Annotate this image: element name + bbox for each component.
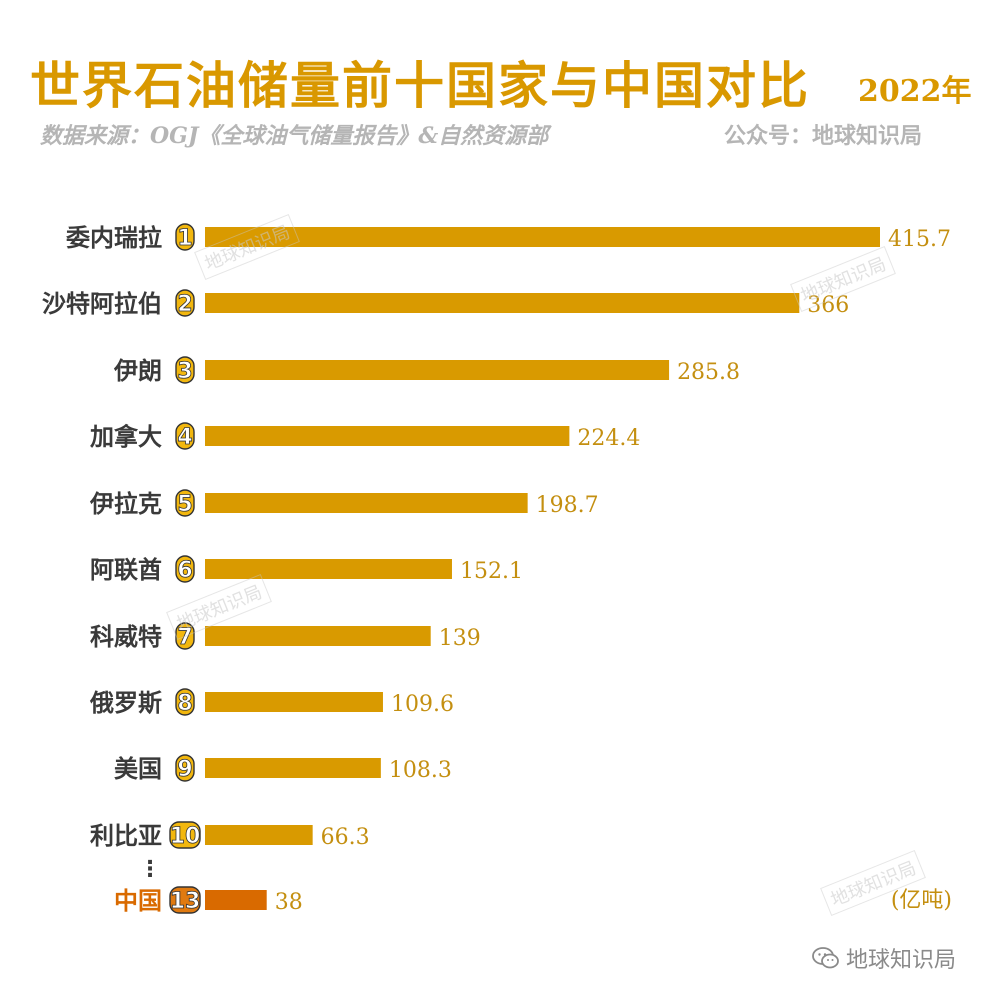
bar [205, 493, 528, 513]
bar [205, 426, 570, 446]
title-part-2: 前十国家与中国对比 [342, 56, 810, 115]
ellipsis-marker: ⋮ [139, 857, 161, 882]
data-label: 38 [275, 890, 303, 915]
category-label: 美国 [114, 755, 162, 783]
title-part-1: 世界石油 [30, 56, 238, 115]
rank-badge [175, 555, 195, 583]
rank-number: 5 [177, 492, 192, 517]
brand-name: 地球知识局 [846, 948, 957, 973]
category-label: 科威特 [90, 623, 162, 651]
category-label: 委内瑞拉 [65, 224, 162, 252]
chart-year: 2022年 [858, 74, 972, 109]
rank-number: 10 [170, 824, 201, 849]
category-label: 利比亚 [90, 822, 162, 850]
rank-badge [175, 754, 195, 782]
category-label: 伊拉克 [89, 490, 162, 518]
data-label: 109.6 [391, 692, 454, 717]
rank-badge [175, 688, 195, 716]
chart-title: 世界石油储量前十国家与中国对比 [30, 46, 810, 118]
data-label: 366 [807, 293, 849, 318]
bar [205, 626, 431, 646]
rank-badge [169, 886, 201, 914]
rank-badge [175, 489, 195, 517]
bar [205, 825, 313, 845]
rank-badge [175, 223, 195, 251]
bar [205, 227, 880, 247]
rank-number: 4 [177, 425, 192, 450]
unit-label: (亿吨) [891, 888, 952, 913]
rank-number: 13 [170, 889, 201, 914]
rank-number: 6 [177, 558, 192, 583]
bar [205, 360, 670, 380]
bar [205, 559, 452, 579]
data-label: 152.1 [460, 559, 523, 584]
rank-number: 8 [177, 691, 192, 716]
data-label: 415.7 [888, 227, 951, 252]
account-label: 公众号：地球知识局 [724, 123, 923, 149]
rank-number: 1 [177, 226, 192, 251]
category-label: 沙特阿拉伯 [42, 290, 162, 318]
bar [205, 692, 383, 712]
rank-badge [175, 422, 195, 450]
rank-number: 9 [177, 757, 192, 782]
rank-badge [175, 622, 195, 650]
wechat-icon [812, 947, 839, 969]
data-label: 285.8 [677, 360, 740, 385]
rank-badge [169, 821, 201, 849]
data-label: 108.3 [389, 758, 452, 783]
bar [205, 758, 381, 778]
category-label: 伊朗 [113, 357, 162, 385]
data-label: 224.4 [577, 426, 640, 451]
rank-badge [175, 289, 195, 317]
category-label: 中国 [114, 887, 162, 915]
brand-footer: 地球知识局 [812, 942, 956, 974]
data-label: 139 [439, 626, 481, 651]
category-label: 阿联酋 [90, 556, 162, 584]
rank-number: 2 [177, 292, 192, 317]
bar [205, 293, 800, 313]
data-label: 66.3 [321, 825, 370, 850]
rank-badge [175, 356, 195, 384]
rank-number: 3 [177, 359, 192, 384]
title-emphasis: 储量 [238, 56, 342, 115]
category-label: 俄罗斯 [89, 689, 162, 717]
category-label: 加拿大 [90, 423, 162, 451]
rank-number: 7 [177, 625, 192, 650]
bar [205, 890, 267, 910]
data-label: 198.7 [536, 493, 599, 518]
data-source: 数据来源：OGJ《全球油气储量报告》&自然资源部 [40, 123, 549, 149]
